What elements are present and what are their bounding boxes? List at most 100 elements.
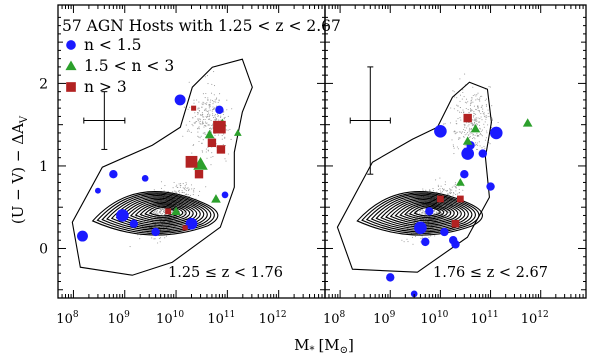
background-galaxy-dot [205,108,207,110]
background-galaxy-dot [171,211,173,213]
background-galaxy-dot [454,96,456,98]
background-galaxy-dot [208,116,210,118]
background-galaxy-dot [214,108,216,110]
background-galaxy-dot [135,215,137,218]
background-galaxy-dot [227,115,229,117]
background-galaxy-dot [189,194,192,196]
background-galaxy-dot [465,98,468,100]
background-galaxy-dot [453,108,455,110]
background-galaxy-dot [423,211,425,213]
background-galaxy-dot [230,138,232,140]
background-galaxy-dot [481,135,483,137]
background-galaxy-dot [478,135,480,137]
agn-circle-marker [129,219,138,228]
background-galaxy-dot [424,212,426,214]
x-tick-exponent: 10 [437,310,449,320]
background-galaxy-dot [203,116,205,118]
error-bars [83,66,391,175]
background-galaxy-dot [476,135,478,137]
x-tick-exponent: 12 [275,310,286,320]
background-galaxy-dot [187,108,189,110]
background-galaxy-dot [468,129,470,131]
background-galaxy-dot [468,130,470,132]
background-galaxy-dot [429,189,431,191]
background-galaxy-dot [404,225,406,227]
background-galaxy-dot [487,112,489,114]
legend-label: n < 1.5 [84,36,141,54]
background-galaxy-dot [458,137,460,139]
background-galaxy-dot [193,191,195,193]
background-galaxy-dot [208,107,210,109]
background-galaxy-dot [173,181,175,184]
background-galaxy-dot [474,142,476,144]
background-galaxy-dot [209,114,211,116]
background-galaxy-dot [191,123,193,125]
background-galaxy-dot [444,181,446,183]
background-galaxy-dot [172,187,174,189]
background-galaxy-dot [464,131,466,134]
background-galaxy-dot [452,194,454,196]
x-tick-base: 10 [259,312,276,327]
background-galaxy-dot [171,212,173,214]
background-galaxy-dot [222,113,224,116]
background-galaxy-dot [487,124,489,126]
background-galaxy-dot [471,109,473,111]
background-galaxy-dot [462,89,464,91]
background-galaxy-dot [198,118,200,120]
background-galaxy-dot [188,130,190,132]
background-galaxy-dot [483,123,485,125]
background-galaxy-dot [470,109,472,111]
background-galaxy-dot [210,99,212,101]
x-tick-base: 10 [207,312,224,327]
background-galaxy-dot [221,138,223,140]
background-galaxy-dot [483,112,485,114]
x-axis-unit-sub: ⊙ [340,345,348,356]
background-galaxy-dot [227,153,229,155]
x-tick-base: 10 [420,312,437,327]
background-galaxy-dot [483,114,485,116]
background-galaxy-dot [205,151,207,153]
background-galaxy-dot [464,126,466,128]
background-galaxy-dot [422,237,424,239]
background-galaxy-dot [206,102,208,104]
background-galaxy-dot [451,189,453,191]
background-galaxy-dot [470,127,472,130]
background-galaxy-dot [211,152,213,154]
background-galaxy-dot [172,191,174,193]
background-galaxy-dot [475,144,477,146]
legend-square-marker [66,82,76,92]
background-galaxy-dot [201,114,203,116]
background-galaxy-dot [212,103,214,105]
y-axis-label-main: (U − V) − ΔA [9,123,27,224]
background-galaxy-dot [188,195,190,197]
background-galaxy-dot [207,99,209,101]
background-galaxy-dot [154,212,156,214]
background-galaxy-dot [437,212,439,214]
background-galaxy-dot [473,124,475,126]
background-galaxy-dot [183,192,185,194]
background-galaxy-dot [220,115,222,117]
agn-circle-marker [116,209,129,222]
background-galaxy-dot [165,235,167,237]
agn-circle-marker [151,227,160,237]
background-galaxy-dot [449,189,451,191]
background-galaxy-dot [439,188,441,190]
background-galaxy-dot [197,113,199,115]
background-galaxy-dot [216,97,218,99]
background-galaxy-dot [440,192,442,194]
background-galaxy-dot [481,129,483,131]
background-galaxy-dot [220,116,222,119]
background-galaxy-dot [214,115,216,117]
background-galaxy-dot [203,124,205,126]
background-galaxy-dot [454,184,456,186]
background-galaxy-dot [480,130,482,132]
background-galaxy-dot [197,119,199,121]
background-galaxy-dot [484,116,486,118]
background-galaxy-dot [223,117,225,119]
background-galaxy-dot [420,237,422,239]
background-galaxy-dot [211,124,213,127]
background-galaxy-dot [437,184,439,186]
x-tick-label: 1012 [521,310,549,327]
background-galaxy-dot [476,148,478,151]
